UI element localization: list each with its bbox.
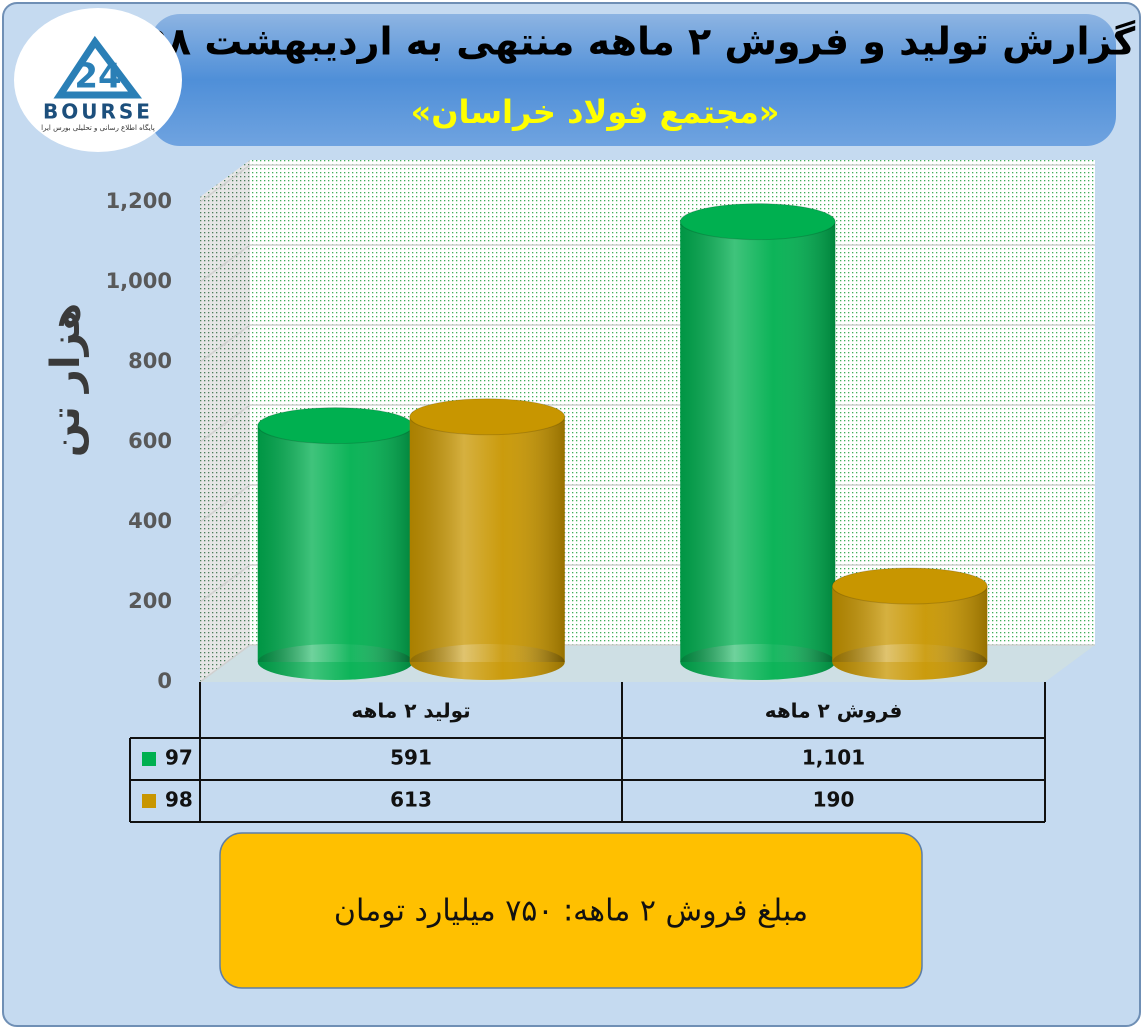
y-tick-label: 200 xyxy=(128,589,172,613)
bar-shade xyxy=(257,425,413,662)
side-grid-line xyxy=(199,564,251,603)
side-wall xyxy=(200,160,250,682)
legend-label: 97 xyxy=(165,746,193,770)
bar xyxy=(831,567,988,680)
legend-label: 98 xyxy=(165,788,193,812)
value-label: 613 xyxy=(390,788,432,812)
logo-tagline: پایگاه اطلاع رسانی و تحلیلی بورس ایرا xyxy=(41,123,155,132)
logo-name: BOURSE xyxy=(43,100,153,124)
x-tick-label: فروش ۲ ماهه xyxy=(765,699,903,723)
side-grid-line xyxy=(199,644,251,683)
value-label: 190 xyxy=(813,788,855,812)
side-grid-line xyxy=(199,244,251,283)
bar-top xyxy=(831,567,988,605)
logo-shape xyxy=(53,35,143,99)
bar xyxy=(409,398,566,680)
side-grid-line xyxy=(199,404,251,443)
value-label: 591 xyxy=(390,746,432,770)
chart-title: گزارش تولید و فروش ۲ ماهه منتهی به اردیب… xyxy=(145,20,1136,65)
bar xyxy=(257,407,414,680)
bar-top xyxy=(679,203,836,241)
bar-top xyxy=(409,398,566,436)
title-banner xyxy=(150,14,1116,146)
bar xyxy=(679,203,836,680)
y-tick-label: 800 xyxy=(128,349,172,373)
side-grid-line xyxy=(199,324,251,363)
bar-shade xyxy=(680,221,836,662)
y-axis-title: هزار تن xyxy=(43,303,89,457)
annotation: مبلغ فروش ۲ ماهه: ۷۵۰ میلیارد تومان xyxy=(334,894,808,929)
legend-swatch xyxy=(142,752,156,766)
bar-shade xyxy=(409,416,565,662)
bar-top xyxy=(257,407,414,445)
legend-swatch xyxy=(142,794,156,808)
logo-badge xyxy=(14,8,182,152)
annotation-box xyxy=(219,832,923,989)
y-tick-label: 1,200 xyxy=(106,189,172,213)
value-label: 1,101 xyxy=(802,746,865,770)
x-tick-label: تولید ۲ ماهه xyxy=(351,699,470,723)
table-lines xyxy=(129,682,1046,823)
y-tick-label: 400 xyxy=(128,509,172,533)
logo-mark: 24 xyxy=(74,57,121,97)
chart-subtitle: «مجتمع فولاد خراسان» xyxy=(411,93,780,131)
side-grid-line xyxy=(199,484,251,523)
side-grid-line xyxy=(199,164,251,203)
y-tick-label: 1,000 xyxy=(106,269,172,293)
y-tick-label: 600 xyxy=(128,429,172,453)
y-tick-label: 0 xyxy=(157,669,172,693)
